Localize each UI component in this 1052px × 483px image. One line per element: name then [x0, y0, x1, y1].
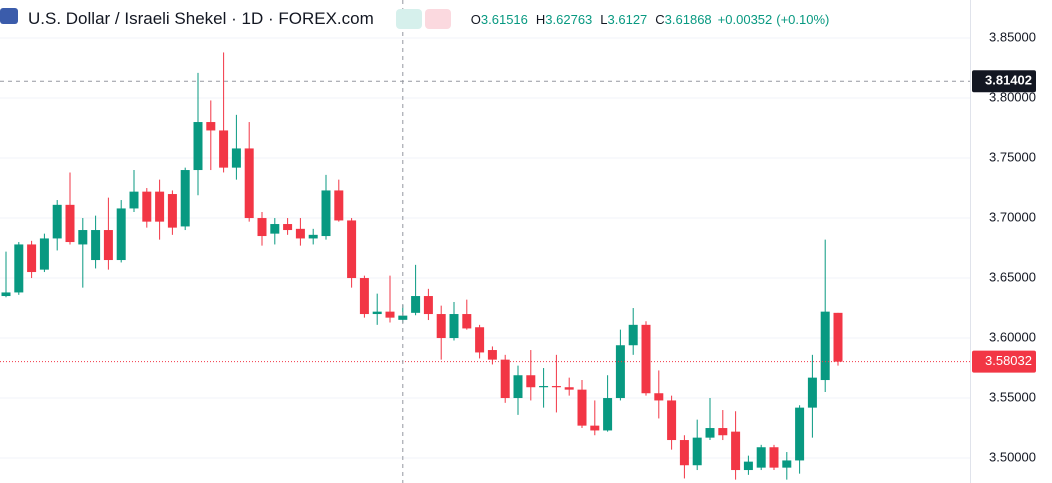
y-tick-label: 3.60000 — [989, 329, 1036, 344]
candle-body — [231, 148, 241, 168]
low-label: L — [600, 11, 608, 27]
change-percent: (+0.10%) — [776, 11, 830, 27]
candle-body — [603, 398, 613, 431]
close-value: 3.61868 — [664, 11, 712, 27]
candle-body — [423, 296, 433, 315]
candle-body — [718, 428, 728, 436]
candle-body — [564, 387, 574, 390]
y-tick-label: 3.85000 — [989, 29, 1036, 44]
candle-body — [193, 122, 203, 171]
y-tick-label: 3.75000 — [989, 149, 1036, 164]
candle-body — [321, 190, 331, 237]
candle-body — [244, 148, 254, 219]
candle-body — [756, 447, 766, 468]
candle-body — [206, 122, 216, 131]
candle-body — [372, 311, 382, 315]
candle-body — [692, 437, 702, 466]
symbol-title[interactable]: U.S. Dollar / Israeli Shekel · 1D · FORE… — [28, 9, 374, 28]
candle-body — [52, 204, 62, 239]
y-tick-label: 3.55000 — [989, 389, 1036, 404]
candle-body — [180, 170, 190, 227]
candle-body — [807, 377, 817, 408]
candle-body — [257, 218, 267, 237]
legend-header: U.S. Dollar / Israeli Shekel · 1D · FORE… — [0, 6, 837, 32]
candle-body — [654, 393, 664, 401]
candle-body — [731, 431, 741, 471]
candle-body — [551, 386, 561, 388]
close-label: C — [655, 11, 665, 27]
candle-body — [500, 359, 510, 399]
candle-body — [283, 224, 293, 231]
candle-body — [411, 296, 421, 313]
candle-body — [91, 230, 101, 261]
candle-body — [833, 312, 843, 362]
candle-body — [705, 428, 715, 438]
y-tick-label: 3.70000 — [989, 209, 1036, 224]
candle-body — [577, 389, 587, 426]
high-label: H — [535, 11, 546, 27]
open-label: O — [470, 11, 481, 27]
candle-body — [398, 315, 408, 320]
crosshair-price-box — [972, 70, 1036, 93]
candle-body — [615, 345, 625, 399]
y-tick-label: 3.65000 — [989, 269, 1036, 284]
candle-body — [667, 400, 677, 441]
flag-icon — [0, 8, 18, 24]
candle-body — [436, 314, 446, 339]
candle-body — [39, 238, 49, 270]
change-value: +0.00352 — [717, 11, 773, 27]
compare-button[interactable] — [424, 9, 451, 29]
candle-body — [295, 228, 305, 239]
candle-body — [334, 190, 344, 221]
last-price-label: 3.58032 — [985, 353, 1032, 368]
open-value: 3.61516 — [480, 11, 528, 27]
candle-body — [167, 194, 177, 228]
y-tick-label: 3.80000 — [989, 89, 1036, 104]
candle-body — [270, 224, 280, 234]
crosshair-price-label: 3.81402 — [985, 73, 1032, 88]
candle-body — [155, 191, 165, 222]
candle-body — [129, 191, 139, 209]
candle-body — [27, 244, 37, 273]
candle-body — [1, 292, 11, 297]
candle-body — [820, 311, 830, 381]
candle-body — [142, 191, 152, 222]
candle-body — [359, 278, 369, 315]
candle-body — [628, 324, 638, 346]
candle-body — [103, 230, 113, 261]
low-value: 3.6127 — [607, 11, 648, 27]
status-button[interactable] — [395, 9, 422, 29]
candle-body — [449, 314, 459, 339]
candle-body — [539, 386, 549, 388]
candle-body — [526, 375, 536, 388]
high-value: 3.62763 — [545, 11, 593, 27]
candle-body — [78, 230, 88, 245]
candle-body — [590, 425, 600, 431]
candle-body — [475, 327, 485, 353]
candle-body — [487, 350, 497, 360]
candle-body — [743, 461, 753, 471]
candle-body — [219, 130, 229, 168]
candle-body — [782, 460, 792, 468]
candle-body — [116, 208, 126, 261]
last-price-box — [972, 350, 1036, 373]
candle-body — [347, 220, 357, 279]
candle-body — [308, 234, 318, 239]
y-tick-label: 3.50000 — [989, 449, 1036, 464]
candle-body — [14, 244, 24, 293]
candle-body — [769, 447, 779, 468]
candle-body — [679, 440, 689, 466]
candle-body — [65, 204, 75, 243]
candle-body — [513, 375, 523, 399]
candle-body — [462, 314, 472, 329]
candle-body — [795, 407, 805, 461]
candle-body — [641, 324, 651, 394]
candle-body — [385, 311, 395, 318]
